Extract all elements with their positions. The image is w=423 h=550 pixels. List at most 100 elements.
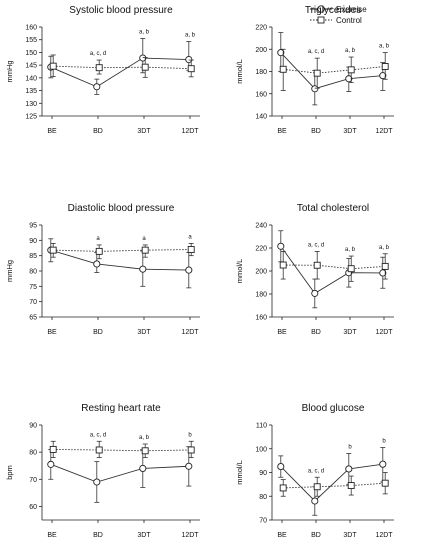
data-point-control [347, 66, 355, 74]
significance-label: a, b [379, 245, 390, 251]
x-tick-label: BE [47, 532, 57, 539]
panel-1: Triglycerides mmol/L 140 160 180 200 220 BE BD 3D… [235, 5, 394, 135]
series-exercise [277, 230, 387, 309]
series-control [279, 251, 389, 282]
data-point-exercise [93, 83, 101, 91]
series-exercise [277, 32, 387, 106]
y-axis-label: mmol/L [235, 259, 244, 284]
data-point-exercise [185, 462, 193, 470]
x-tick-label: BE [277, 532, 287, 539]
y-tick-label: 160 [25, 25, 37, 32]
x-tick-label: 12DT [181, 532, 199, 539]
data-point-control [313, 69, 321, 77]
data-point-exercise [311, 289, 319, 297]
y-tick-label: 140 [25, 75, 37, 82]
data-point-control [49, 445, 57, 453]
x-tick-label: 3DT [343, 532, 357, 539]
data-point-exercise [345, 465, 353, 473]
significance-label: a, b [185, 32, 196, 38]
data-point-control [347, 265, 355, 273]
panel-title: Systolic blood pressure [69, 5, 173, 16]
y-tick-label: 70 [29, 299, 37, 306]
significance-label: a [142, 236, 146, 242]
data-point-control [187, 246, 195, 253]
panel-title: Diastolic blood pressure [68, 203, 175, 214]
y-tick-label: 125 [25, 114, 37, 121]
significance-label: a, c, d [308, 468, 324, 474]
data-point-exercise [311, 497, 319, 505]
data-point-control [141, 447, 149, 455]
data-point-exercise [379, 72, 387, 80]
y-tick-label: 180 [255, 292, 267, 299]
data-point-control [95, 247, 103, 255]
panel-title: Blood glucose [302, 403, 365, 414]
data-point-control [95, 64, 103, 72]
x-tick-label: 12DT [181, 329, 199, 336]
y-tick-label: 110 [256, 423, 267, 430]
y-tick-label: 90 [29, 423, 37, 430]
data-point-exercise [47, 460, 55, 468]
legend-label-control: Control [336, 16, 362, 25]
panel-4: Resting heart rate bpm 60 70 80 90 BE BD 3DT 12DT… [5, 403, 200, 539]
data-point-control [187, 65, 195, 73]
series-control [49, 242, 195, 260]
series-line [53, 249, 192, 252]
panel-title: Total cholesterol [297, 203, 369, 214]
panel-2: Diastolic blood pressure mmHg 65 70 75 80 85 90… [5, 203, 200, 336]
significance-label: a, b [379, 44, 390, 50]
series-exercise [47, 38, 193, 95]
y-tick-label: 200 [255, 47, 267, 54]
y-tick-label: 220 [255, 246, 267, 253]
y-axis-label: mmHg [5, 260, 14, 282]
significance-label: b [188, 432, 192, 438]
series-line [280, 246, 383, 295]
series-exercise [277, 447, 387, 516]
series-line [50, 249, 189, 271]
y-axis-label: mmHg [5, 60, 14, 82]
data-point-exercise [277, 242, 285, 250]
series-control [279, 472, 389, 497]
data-point-exercise [139, 265, 147, 273]
data-point-exercise [345, 75, 353, 83]
y-axis-label: mmol/L [235, 460, 244, 485]
series-line [50, 463, 189, 483]
significance-label: a [96, 236, 100, 242]
series-exercise [47, 238, 193, 289]
x-tick-label: 12DT [375, 329, 393, 336]
y-axis-label: mmol/L [235, 59, 244, 84]
x-tick-label: 3DT [137, 532, 151, 539]
x-tick-label: BD [311, 532, 321, 539]
y-tick-label: 160 [255, 91, 267, 98]
x-tick-label: BE [47, 329, 57, 336]
y-tick-label: 150 [25, 50, 37, 57]
y-tick-label: 240 [255, 223, 267, 230]
x-tick-label: 12DT [181, 128, 199, 135]
x-tick-label: BD [93, 128, 103, 135]
significance-label: a, b [139, 29, 150, 35]
data-point-exercise [139, 464, 147, 472]
data-point-control [313, 261, 321, 269]
data-point-exercise [185, 55, 193, 64]
data-point-control [187, 446, 195, 454]
y-tick-label: 145 [25, 63, 37, 70]
significance-label: a, c, d [90, 51, 106, 57]
data-point-exercise [277, 463, 285, 471]
data-point-control [49, 246, 57, 254]
significance-label: a, b [139, 435, 150, 441]
y-tick-label: 220 [255, 25, 267, 32]
significance-label: a, b [345, 247, 356, 253]
panel-title: Triglycerides [305, 5, 361, 16]
x-tick-label: 3DT [343, 329, 357, 336]
y-tick-label: 200 [255, 269, 267, 276]
x-tick-label: 3DT [137, 329, 151, 336]
series-exercise [47, 446, 193, 503]
series-control [279, 48, 389, 91]
series-line [53, 65, 192, 70]
series-control [49, 54, 195, 78]
x-tick-label: BD [311, 128, 321, 135]
data-point-control [347, 482, 355, 490]
series-line [283, 66, 386, 74]
y-tick-label: 130 [25, 101, 37, 108]
y-tick-label: 70 [29, 477, 37, 484]
significance-label: b [382, 439, 386, 445]
